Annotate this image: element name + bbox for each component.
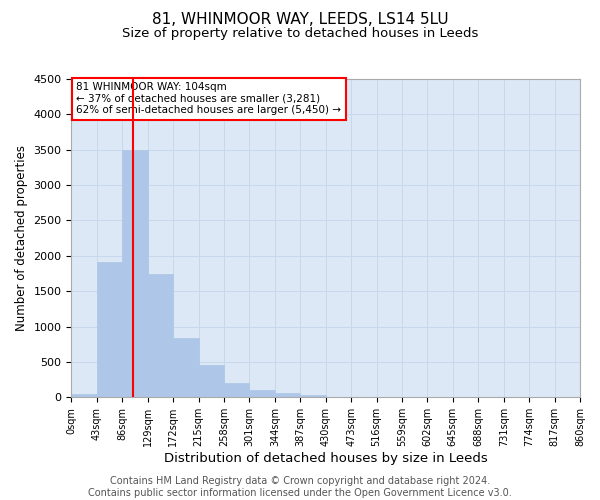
Bar (71, 394, 97, 398)
Text: 81, WHINMOOR WAY, LEEDS, LS14 5LU: 81, WHINMOOR WAY, LEEDS, LS14 5LU (152, 12, 448, 28)
X-axis label: Distribution of detached houses by size in Leeds: Distribution of detached houses by size … (164, 452, 488, 465)
Bar (97, 262, 122, 398)
Bar (148, 274, 173, 398)
Bar (224, 383, 250, 398)
Bar (250, 390, 275, 398)
Text: Contains HM Land Registry data © Crown copyright and database right 2024.
Contai: Contains HM Land Registry data © Crown c… (88, 476, 512, 498)
Bar (122, 150, 148, 398)
Bar (173, 338, 199, 398)
Bar (199, 365, 224, 398)
Text: 81 WHINMOOR WAY: 104sqm
← 37% of detached houses are smaller (3,281)
62% of semi: 81 WHINMOOR WAY: 104sqm ← 37% of detache… (76, 82, 341, 116)
Y-axis label: Number of detached properties: Number of detached properties (15, 145, 28, 331)
Bar (275, 392, 300, 398)
Bar (300, 394, 326, 398)
Text: Size of property relative to detached houses in Leeds: Size of property relative to detached ho… (122, 28, 478, 40)
